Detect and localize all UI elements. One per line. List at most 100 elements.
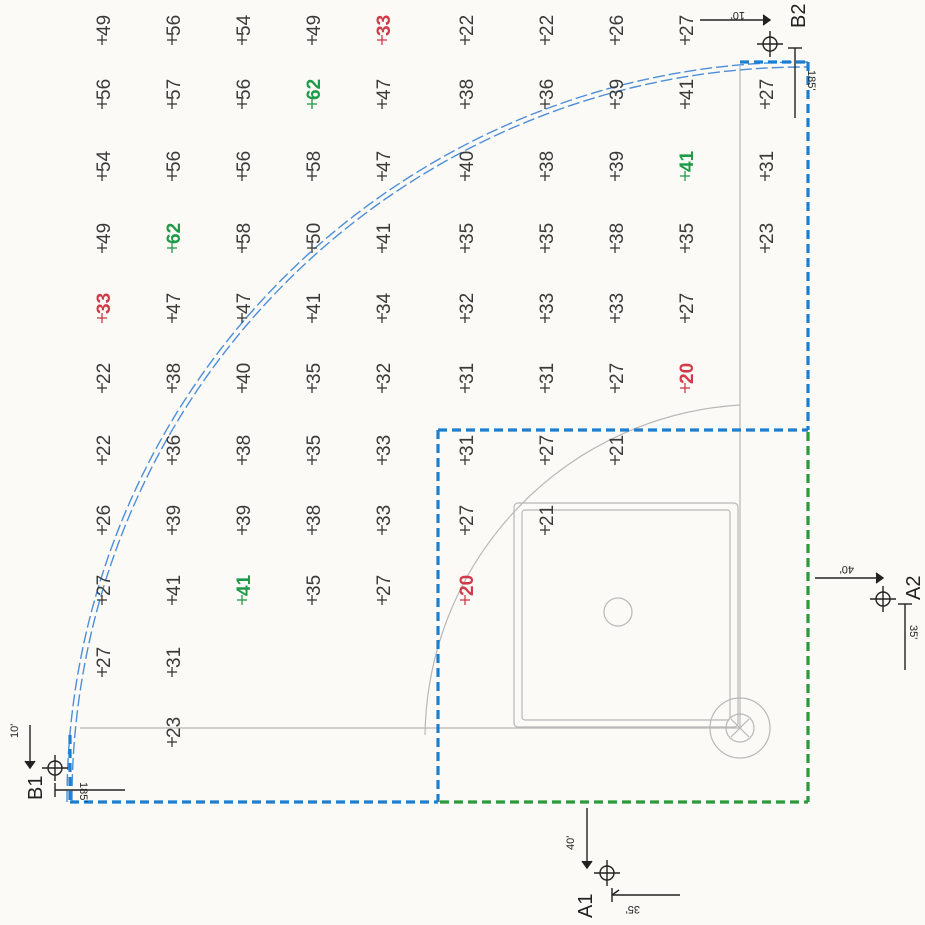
- grid-value: 41: [374, 223, 395, 244]
- grid-value: 31: [457, 435, 478, 456]
- grid-value: 31: [537, 363, 558, 384]
- grid-value: 33: [374, 15, 395, 36]
- grid-value: 54: [94, 150, 115, 172]
- grid-value: 27: [677, 293, 698, 314]
- marker-a2: [815, 572, 912, 670]
- grid-value: 33: [374, 435, 395, 456]
- grid-value: 62: [304, 79, 325, 100]
- marker-b2: [700, 14, 802, 118]
- fence-arc-outer: [66, 61, 809, 803]
- grid-value: 23: [164, 717, 185, 738]
- grid-value: 27: [457, 505, 478, 526]
- grid-value: 32: [457, 293, 478, 314]
- grid-value: 27: [537, 435, 558, 456]
- grid-value: 41: [677, 150, 698, 172]
- grid-value: 21: [607, 435, 628, 456]
- grid-value: 56: [94, 79, 115, 100]
- pole-markers: [24, 14, 912, 902]
- grid-value: 38: [304, 505, 325, 526]
- measurement-grid: 23 27 31 27 41 41 35 27 20 26 39 39 38 33 27 21 22 36 38 35…: [94, 14, 778, 747]
- grid-value: 26: [607, 15, 628, 36]
- marker-a1-dim-b: 35': [626, 903, 640, 915]
- grid-value: 41: [164, 575, 185, 596]
- home-plate-circle: [709, 697, 771, 759]
- grid-value: 50: [304, 223, 325, 244]
- infield-diamond-inner: [521, 509, 731, 721]
- grid-value: 22: [537, 15, 558, 36]
- marker-a2-label: A2: [903, 576, 925, 600]
- marker-a2-dim-a: 40': [840, 563, 854, 575]
- marker-b2-label: B2: [788, 4, 810, 28]
- grid-value: 38: [457, 79, 478, 100]
- grid-value: 31: [164, 647, 185, 668]
- grid-value: 38: [607, 223, 628, 244]
- grid-value: 32: [374, 363, 395, 384]
- grid-value: 62: [164, 223, 185, 244]
- grid-value: 47: [374, 79, 395, 100]
- marker-labels: B1 10' 185' A1 40' 35' A2 40' 35' B2 10'…: [9, 4, 925, 918]
- grid-value: 54: [234, 14, 255, 36]
- grid-value: 35: [304, 575, 325, 596]
- grid-value: 39: [607, 79, 628, 100]
- grid-value: 35: [457, 223, 478, 244]
- grid-value: 35: [304, 435, 325, 456]
- grid-value: 27: [607, 363, 628, 384]
- grid-value: 31: [757, 151, 778, 172]
- grid-value: 57: [164, 79, 185, 100]
- grid-value: 36: [537, 79, 558, 100]
- grid-value: 40: [457, 151, 478, 172]
- marker-b1-dim-a: 10': [9, 724, 21, 738]
- grid-value: 27: [677, 15, 698, 36]
- home-plate-cross-b: [730, 718, 750, 738]
- grid-value: 21: [537, 505, 558, 526]
- grid-value: 41: [304, 293, 325, 314]
- outfield-boundary: [68, 60, 810, 804]
- grid-value: 56: [164, 151, 185, 172]
- grid-value: 39: [234, 505, 255, 526]
- grid-value: 23: [757, 223, 778, 244]
- grid-value: 38: [537, 151, 558, 172]
- pitchers-mound: [603, 597, 633, 627]
- marker-b1-label: B1: [25, 776, 47, 800]
- grid-value: 35: [537, 223, 558, 244]
- infield-arc: [424, 404, 741, 736]
- marker-a1: [581, 808, 680, 902]
- grid-value: 20: [677, 363, 698, 384]
- infield-boundary: [440, 432, 810, 804]
- grid-value: 27: [374, 575, 395, 596]
- grid-value: 26: [94, 505, 115, 526]
- grid-value: 27: [94, 647, 115, 668]
- home-plate-inner: [725, 713, 755, 743]
- grid-value: 27: [94, 575, 115, 596]
- grid-value: 33: [537, 293, 558, 314]
- grid-value: 22: [94, 435, 115, 456]
- grid-value: 56: [164, 15, 185, 36]
- grid-value: 41: [677, 79, 698, 100]
- grid-value: 41: [234, 574, 255, 596]
- grid-value: 33: [94, 293, 115, 314]
- marker-b2-dim-a: 10': [731, 9, 745, 21]
- grid-value: 47: [374, 151, 395, 172]
- marker-a2-dim-b: 35': [907, 625, 919, 639]
- outfield-fence: [66, 61, 809, 803]
- marker-a1-label: A1: [575, 894, 597, 918]
- grid-value: 33: [607, 293, 628, 314]
- grid-value: 39: [607, 151, 628, 172]
- grid-value: 58: [304, 151, 325, 172]
- grid-value: 31: [457, 363, 478, 384]
- grid-value: 49: [94, 15, 115, 36]
- grid-value: 20: [457, 575, 478, 596]
- grid-value: 22: [94, 363, 115, 384]
- grid-value: 56: [234, 79, 255, 100]
- grid-value: 38: [234, 435, 255, 456]
- grid-value: 35: [677, 223, 698, 244]
- grid-value: 36: [164, 435, 185, 456]
- grid-value: 39: [164, 505, 185, 526]
- infield-diamond-outer: [513, 502, 739, 728]
- grid-value: 47: [164, 293, 185, 314]
- grid-value: 47: [234, 293, 255, 314]
- marker-b1-dim-b: 185': [77, 782, 89, 802]
- marker-a1-dim-a: 40': [565, 836, 577, 850]
- grid-value: 49: [304, 15, 325, 36]
